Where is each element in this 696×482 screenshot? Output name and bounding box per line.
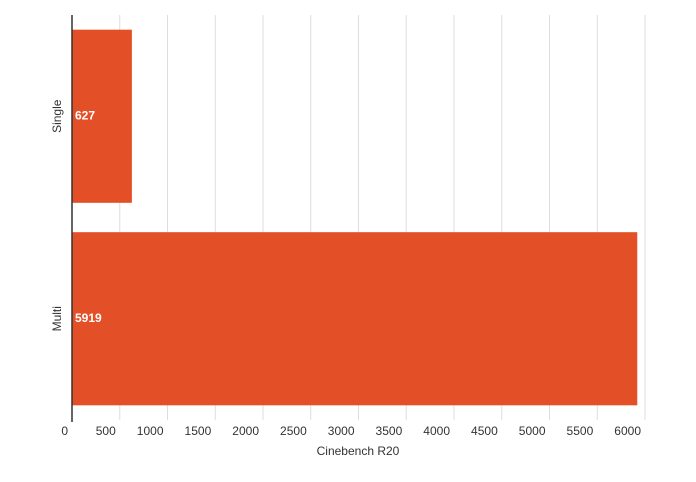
x-axis-title: Cinebench R20 xyxy=(317,444,400,458)
x-tick-label: 1000 xyxy=(137,424,164,438)
x-tick-label: 2500 xyxy=(280,424,307,438)
x-tick-label: 0 xyxy=(61,424,68,438)
x-tick-label: 4500 xyxy=(471,424,498,438)
bar xyxy=(72,29,132,203)
x-tick-label: 500 xyxy=(96,424,116,438)
x-tick-label: 5000 xyxy=(519,424,546,438)
x-tick-label: 3500 xyxy=(376,424,403,438)
y-tick-label: Single xyxy=(50,99,64,133)
x-tick-label: 5500 xyxy=(567,424,594,438)
y-tick-label: Multi xyxy=(50,306,64,331)
x-tick-label: 1500 xyxy=(185,424,212,438)
x-tick-label: 3000 xyxy=(328,424,355,438)
value-label: 627 xyxy=(75,108,95,122)
bar xyxy=(72,232,638,406)
x-tick-label: 2000 xyxy=(232,424,259,438)
x-tick-label: 6000 xyxy=(614,424,641,438)
x-tick-label: 4000 xyxy=(423,424,450,438)
value-label: 5919 xyxy=(75,311,102,325)
